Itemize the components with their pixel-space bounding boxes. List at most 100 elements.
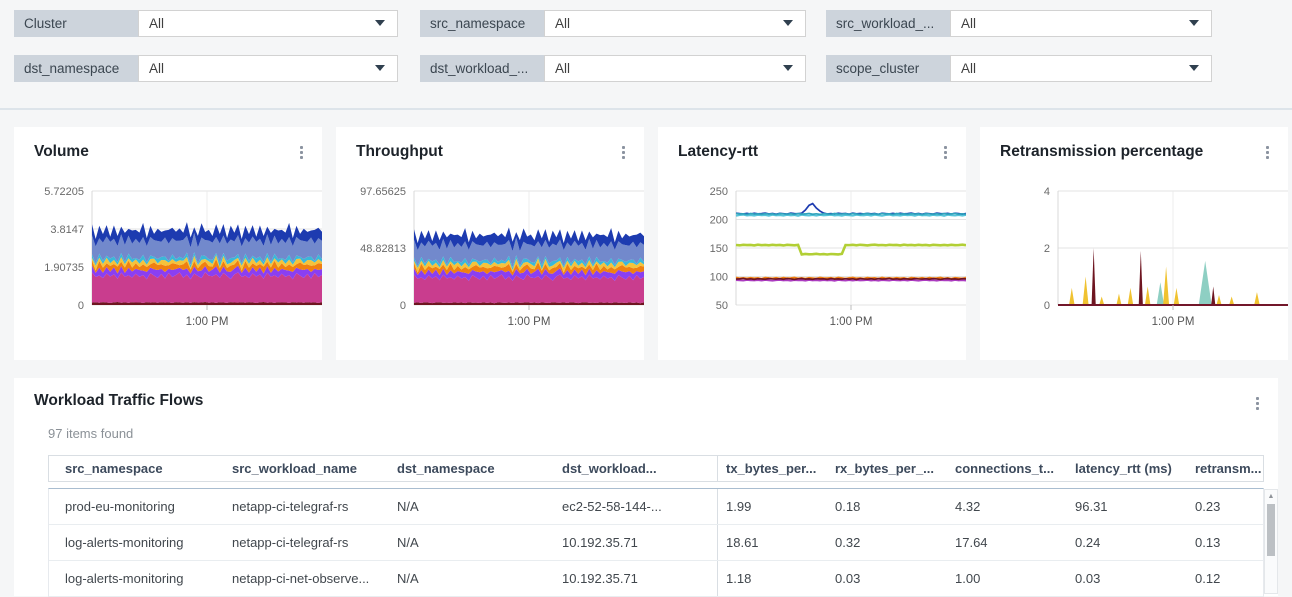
filter-scope-cluster-dropdown[interactable]: All [950,55,1212,82]
retransmission-panel: Retransmission percentage 4 2 0 1:00 PM [980,127,1288,360]
scrollbar-thumb[interactable] [1267,504,1275,556]
panel-title: Throughput [356,143,443,160]
table-row[interactable]: prod-eu-monitoring netapp-ci-telegraf-rs N… [49,489,1263,525]
kebab-menu-icon[interactable] [297,143,306,162]
table-cell: 1.18 [717,561,827,596]
table-cell: N/A [397,535,419,550]
svg-text:1:00 PM: 1:00 PM [508,316,551,328]
svg-text:1:00 PM: 1:00 PM [830,316,873,328]
filter-dst-namespace-dropdown[interactable]: All [138,55,398,82]
throughput-chart: 97.65625 48.82813 0 1:00 PM [360,186,644,328]
svg-text:3.8147: 3.8147 [50,224,84,236]
panel-title: Retransmission percentage [1000,143,1204,160]
table-cell: 1.99 [717,489,827,524]
table-cell: 0.23 [1195,499,1221,514]
filter-src-namespace-label: src_namespace [420,10,544,37]
table-cell: N/A [397,571,419,586]
filter-scope-cluster: scope_cluster All [826,55,1212,82]
table-cell: 0.32 [835,535,861,550]
column-header[interactable]: dst_workload... [562,461,657,476]
volume-panel: Volume 5.72205 3.8147 1.90735 0 1:00 PM [14,127,322,360]
filter-dst-namespace-value: All [149,61,165,76]
column-header[interactable]: rx_bytes_per_... [835,461,935,476]
table-header-row: src_namespace src_workload_name dst_namesp… [48,455,1264,482]
workload-traffic-flows-panel: Workload Traffic Flows 97 items found sr… [14,378,1278,597]
column-header[interactable]: tx_bytes_per... [717,456,827,481]
svg-text:0: 0 [400,300,406,312]
table-row[interactable]: log-alerts-monitoring netapp-ci-telegraf-… [49,525,1263,561]
items-found-count: 97 items found [48,426,134,441]
filter-src-workload-name-dropdown[interactable]: All [950,10,1212,37]
table-cell: 17.64 [955,535,988,550]
table-cell: 0.24 [1075,535,1101,550]
filter-cluster-value: All [149,16,165,31]
table-cell: N/A [397,499,419,514]
table-cell: 10.192.35.71 [562,571,638,586]
filter-cluster-label: Cluster [14,10,138,37]
table-row[interactable]: log-alerts-monitoring netapp-ci-net-obser… [49,561,1263,597]
table-cell: ec2-52-58-144-... [562,499,662,514]
filter-src-workload-name: src_workload_... All [826,10,1212,37]
kebab-menu-icon[interactable] [619,143,628,162]
table-cell: 0.13 [1195,535,1221,550]
table-cell: netapp-ci-telegraf-rs [232,499,349,514]
filter-src-namespace-dropdown[interactable]: All [544,10,806,37]
column-header[interactable]: connections_t... [955,461,1054,476]
panel-title: Workload Traffic Flows [34,392,204,409]
filter-dst-workload-name: dst_workload_... All [420,55,806,82]
filter-cluster-dropdown[interactable]: All [138,10,398,37]
table-cell: 10.192.35.71 [562,535,638,550]
svg-text:50: 50 [716,300,728,312]
table-body: prod-eu-monitoring netapp-ci-telegraf-rs N… [48,488,1264,597]
svg-text:0: 0 [78,300,84,312]
section-divider [0,108,1292,110]
filter-dst-namespace: dst_namespace All [14,55,398,82]
table-cell: 0.03 [1075,571,1101,586]
svg-text:1:00 PM: 1:00 PM [186,316,229,328]
retransmission-chart: 4 2 0 1:00 PM [1044,186,1288,328]
table-cell: 18.61 [717,525,827,560]
svg-text:48.82813: 48.82813 [360,243,406,255]
filter-dst-workload-name-label: dst_workload_... [420,55,544,82]
latency-rtt-panel: Latency-rtt 250 200 150 100 50 1:00 PM [658,127,966,360]
column-header[interactable]: retransm... [1195,461,1262,476]
table-scrollbar[interactable]: ▲ [1264,489,1278,594]
kebab-menu-icon[interactable] [941,143,950,162]
table-cell: 1.00 [955,571,981,586]
svg-text:0: 0 [1044,300,1050,312]
svg-text:250: 250 [710,186,728,198]
svg-text:1.90735: 1.90735 [44,262,84,274]
table-cell: netapp-ci-telegraf-rs [232,535,349,550]
svg-text:97.65625: 97.65625 [360,186,406,198]
column-header[interactable]: src_workload_name [232,461,358,476]
filter-scope-cluster-label: scope_cluster [826,55,950,82]
filter-cluster: Cluster All [14,10,398,37]
filter-dst-workload-name-dropdown[interactable]: All [544,55,806,82]
svg-text:200: 200 [710,215,728,227]
svg-text:5.72205: 5.72205 [44,186,84,198]
table-cell: 0.12 [1195,571,1221,586]
chevron-down-icon [375,65,385,71]
column-header[interactable]: dst_namespace [397,461,495,476]
table-cell: netapp-ci-net-observe... [232,571,370,586]
throughput-panel: Throughput 97.65625 48.82813 0 1:00 PM [336,127,644,360]
svg-text:1:00 PM: 1:00 PM [1152,316,1195,328]
filter-scope-cluster-value: All [961,61,977,76]
table-cell: 4.32 [955,499,981,514]
filter-dst-namespace-label: dst_namespace [14,55,138,82]
svg-text:150: 150 [710,243,728,255]
kebab-menu-icon[interactable] [1263,143,1272,162]
filter-src-workload-name-value: All [961,16,977,31]
filter-src-namespace-value: All [555,16,571,31]
table-cell: 96.31 [1075,499,1108,514]
panel-title: Volume [34,143,89,160]
column-header[interactable]: latency_rtt (ms) [1075,461,1172,476]
filter-dst-workload-name-value: All [555,61,571,76]
kebab-menu-icon[interactable] [1253,394,1262,413]
filter-src-namespace: src_namespace All [420,10,806,37]
svg-text:2: 2 [1044,243,1050,255]
svg-text:100: 100 [710,272,728,284]
table-cell: 0.03 [835,571,861,586]
scroll-up-icon[interactable]: ▲ [1267,493,1275,500]
column-header[interactable]: src_namespace [65,461,163,476]
